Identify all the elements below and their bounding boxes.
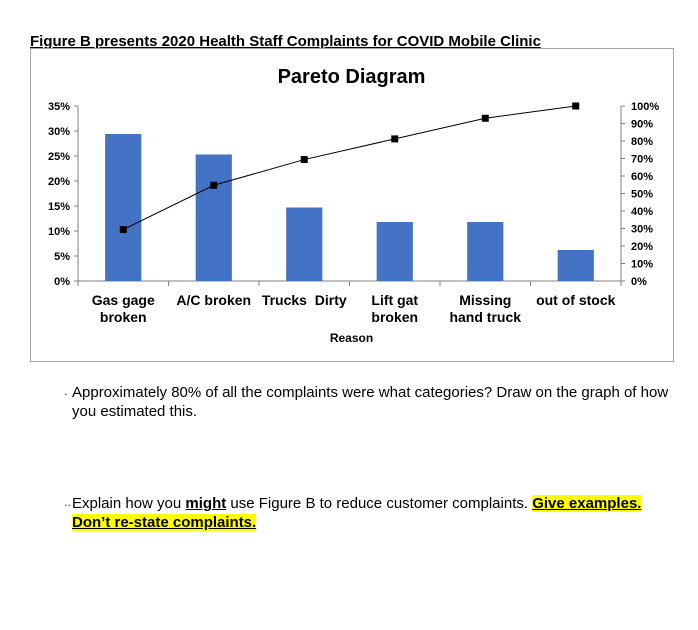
right-axis-tick-label: 0%	[631, 276, 647, 288]
left-axis-tick-label: 10%	[48, 226, 70, 238]
bar	[286, 207, 323, 281]
question-2-emphasis: might	[185, 495, 227, 512]
x-axis-title: Reason	[330, 331, 373, 345]
x-axis-category-label: broken	[100, 309, 147, 325]
chart-title: Pareto Diagram	[278, 66, 426, 88]
x-axis-category-label: Missing	[459, 292, 511, 308]
question-2-text-b: use Figure B to reduce customer complain…	[226, 495, 533, 512]
question-1-marker: .	[64, 383, 68, 398]
figure-heading: Figure B presents 2020 Health Staff Comp…	[30, 33, 541, 50]
left-axis-tick-label: 15%	[48, 201, 70, 213]
x-axis-category-label: broken	[371, 309, 418, 325]
x-axis-category-label: hand truck	[449, 309, 521, 325]
left-axis-tick-label: 30%	[48, 126, 70, 138]
x-axis-category-label: Trucks Dirty	[262, 292, 347, 308]
bar	[557, 250, 594, 281]
right-axis-tick-label: 50%	[631, 189, 653, 201]
left-axis-tick-label: 35%	[48, 101, 70, 113]
x-axis-category-label: A/C broken	[176, 292, 251, 308]
right-axis-tick-label: 90%	[631, 119, 653, 131]
x-axis-category-label: Lift gat	[371, 292, 418, 308]
right-axis-tick-label: 70%	[631, 154, 653, 166]
bar	[467, 222, 504, 281]
x-axis-category-label: Gas gage	[92, 292, 155, 308]
bar	[105, 134, 142, 281]
cumulative-marker	[391, 135, 399, 143]
right-axis-tick-label: 80%	[631, 136, 653, 148]
cumulative-marker	[300, 156, 308, 164]
x-axis-category-label: out of stock	[536, 292, 616, 308]
right-axis-tick-label: 30%	[631, 224, 653, 236]
question-2-text-a: Explain how you	[72, 495, 186, 512]
pareto-chart: Pareto Diagram 0% 5% 10% 15% 20% 25% 30% 35% 0% 10…	[48, 66, 659, 345]
cumulative-marker	[481, 114, 489, 122]
right-axis-tick-label: 100%	[631, 101, 659, 113]
cumulative-marker	[119, 226, 127, 234]
cumulative-marker	[572, 102, 580, 110]
right-axis-tick-label: 10%	[631, 259, 653, 271]
bar	[195, 154, 232, 281]
right-axis-tick-label: 60%	[631, 171, 653, 183]
left-axis-tick-label: 5%	[54, 251, 70, 263]
left-axis-tick-label: 20%	[48, 176, 70, 188]
question-2: Explain how you might use Figure B to re…	[72, 494, 682, 532]
right-axis-tick-label: 20%	[631, 241, 653, 253]
question-2-highlight-2: Don’t re-state complaints.	[72, 514, 257, 531]
cumulative-marker	[210, 181, 218, 189]
cumulative-line	[123, 105, 576, 230]
right-axis-tick-label: 40%	[631, 206, 653, 218]
left-axis-tick-label: 25%	[48, 151, 70, 163]
bar	[376, 222, 413, 281]
left-axis-tick-label: 0%	[54, 276, 70, 288]
question-1: Approximately 80% of all the complaints …	[72, 383, 682, 421]
chart-container: Pareto Diagram 0% 5% 10% 15% 20% 25% 30% 35% 0% 10…	[30, 48, 674, 362]
question-1-text: Approximately 80% of all the complaints …	[72, 384, 669, 420]
question-2-highlight-1: Give examples.	[532, 495, 642, 512]
question-2-marker: ..	[64, 494, 72, 509]
